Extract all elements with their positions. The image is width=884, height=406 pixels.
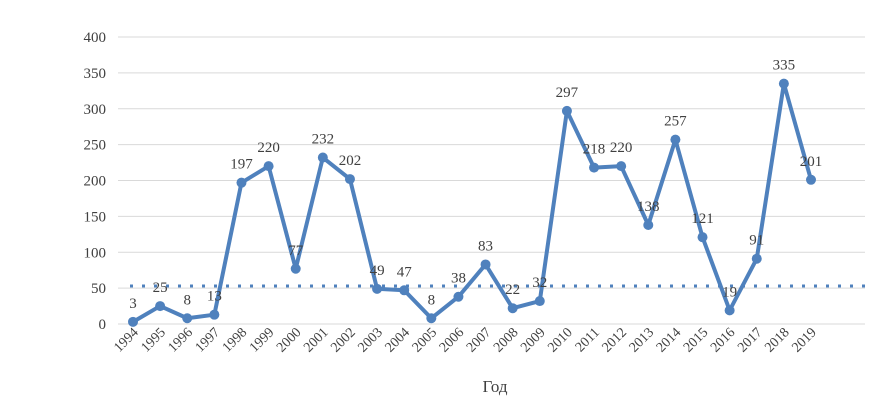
x-tick-label: 2001 — [301, 325, 331, 355]
data-points — [128, 78, 816, 327]
x-axis-label: Год — [483, 377, 508, 396]
data-point — [616, 161, 627, 172]
data-point — [697, 232, 708, 243]
y-axis-ticks: 0 50 100 150 200 250 300 350 400 — [84, 30, 107, 333]
data-point — [751, 253, 762, 264]
x-axis-ticks: 1994199519961997199819992000200120022003… — [111, 325, 819, 355]
data-label: 220 — [610, 140, 633, 156]
data-label: 202 — [339, 153, 362, 169]
y-tick-label: 350 — [84, 66, 107, 82]
y-tick-label: 100 — [84, 245, 107, 261]
data-label: 13 — [207, 289, 222, 305]
x-tick-label: 2017 — [735, 325, 765, 355]
data-label: 138 — [637, 199, 660, 215]
x-tick-label: 2000 — [274, 325, 304, 355]
data-point — [372, 283, 383, 294]
data-point — [534, 296, 545, 307]
data-label: 297 — [556, 85, 579, 101]
data-label: 25 — [153, 280, 168, 296]
y-tick-label: 250 — [84, 138, 107, 154]
y-tick-label: 0 — [99, 317, 107, 333]
data-point — [507, 303, 518, 314]
y-tick-label: 50 — [91, 281, 106, 297]
data-point — [561, 105, 572, 116]
x-tick-label: 1997 — [193, 325, 223, 355]
data-label: 220 — [257, 140, 280, 156]
data-label: 8 — [428, 292, 436, 308]
data-point — [209, 309, 220, 320]
x-tick-label: 2006 — [437, 325, 467, 355]
data-point — [724, 305, 735, 316]
x-tick-label: 2003 — [356, 325, 386, 355]
x-tick-label: 2009 — [518, 325, 548, 355]
data-point — [806, 174, 816, 185]
x-tick-label: 2002 — [328, 325, 358, 355]
data-point — [236, 177, 247, 188]
data-label: 257 — [664, 114, 687, 130]
data-point — [344, 174, 355, 185]
x-tick-label: 2005 — [410, 325, 440, 355]
x-tick-label: 1999 — [247, 325, 277, 355]
data-point — [589, 162, 600, 173]
x-tick-label: 2008 — [491, 325, 521, 355]
data-label: 218 — [583, 142, 606, 158]
data-point — [128, 316, 138, 327]
data-label: 3 — [129, 296, 137, 312]
data-point — [670, 134, 681, 145]
data-label: 197 — [230, 157, 253, 173]
x-tick-label: 2018 — [762, 325, 792, 355]
data-label: 335 — [773, 58, 796, 74]
data-point — [426, 313, 437, 324]
x-tick-label: 2011 — [573, 325, 603, 355]
data-point — [480, 259, 491, 270]
x-tick-label: 2012 — [600, 325, 630, 355]
x-tick-label: 1996 — [166, 325, 196, 355]
x-tick-label: 1994 — [111, 325, 141, 355]
x-tick-label: 1998 — [220, 325, 250, 355]
x-tick-label: 2010 — [545, 325, 575, 355]
data-label: 83 — [478, 238, 493, 254]
data-point — [643, 219, 654, 230]
data-point — [453, 291, 464, 302]
y-tick-label: 400 — [84, 30, 107, 46]
series-line — [131, 81, 813, 324]
x-tick-label: 2019 — [789, 325, 819, 355]
data-label: 22 — [505, 282, 520, 298]
data-point — [317, 152, 328, 163]
data-point — [182, 313, 193, 324]
x-tick-label: 2014 — [654, 325, 684, 355]
y-tick-label: 150 — [84, 209, 107, 225]
data-label: 232 — [312, 132, 335, 148]
x-tick-label: 2013 — [627, 325, 657, 355]
data-label: 121 — [691, 211, 714, 227]
x-tick-label: 2004 — [383, 325, 413, 355]
x-tick-label: 2016 — [708, 325, 738, 355]
data-label: 91 — [749, 233, 764, 249]
data-point — [778, 78, 789, 89]
data-point — [155, 301, 166, 312]
data-label: 49 — [370, 263, 385, 279]
x-tick-label: 2015 — [681, 325, 711, 355]
x-tick-label: 2007 — [464, 325, 494, 355]
data-label: 77 — [288, 243, 304, 259]
y-tick-label: 200 — [84, 174, 107, 190]
data-label: 32 — [532, 275, 547, 291]
data-point — [263, 161, 274, 172]
data-point — [290, 263, 301, 274]
data-label: 38 — [451, 271, 466, 287]
data-label: 47 — [397, 264, 413, 280]
data-label: 8 — [183, 292, 191, 308]
data-label: 201 — [800, 154, 823, 170]
data-point — [399, 285, 410, 296]
y-tick-label: 300 — [84, 102, 107, 118]
x-tick-label: 1995 — [139, 325, 169, 355]
data-label: 19 — [722, 284, 737, 300]
